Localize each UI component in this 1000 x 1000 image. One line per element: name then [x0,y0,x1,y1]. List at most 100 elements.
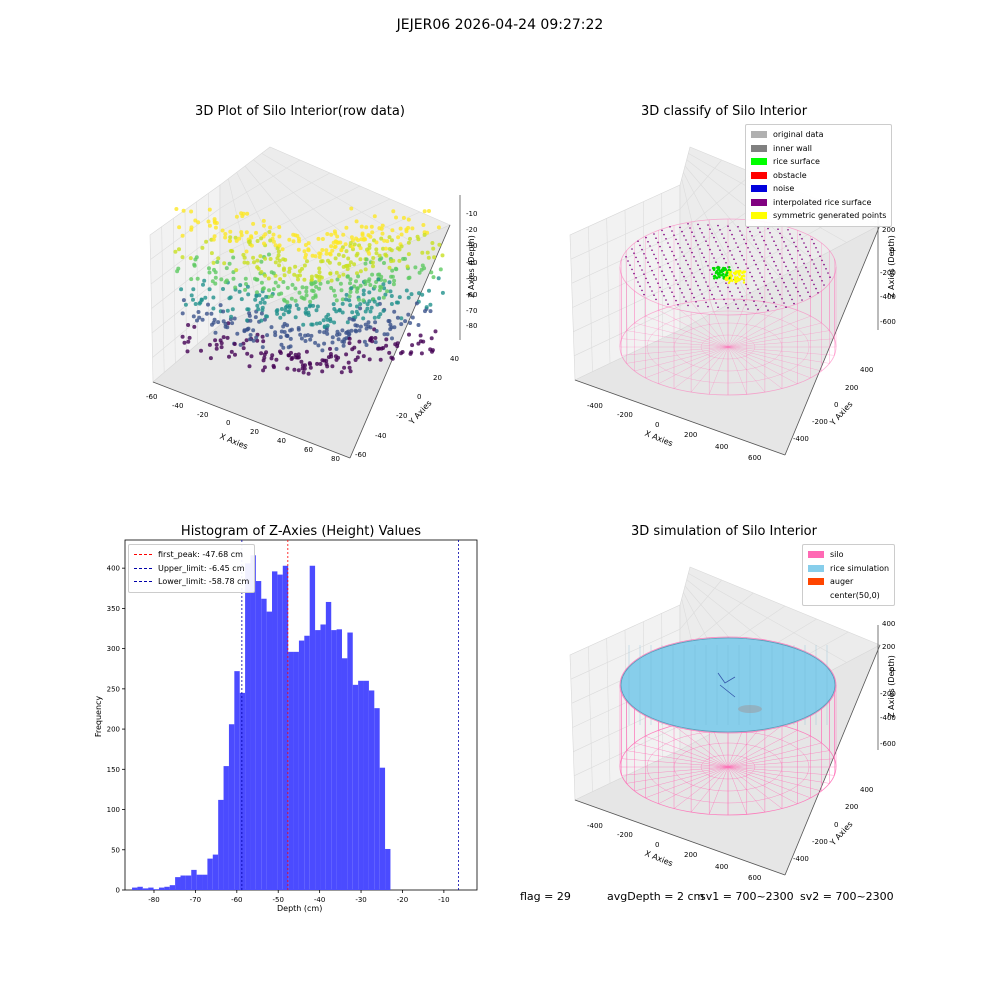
histogram-bar [218,799,224,890]
scatter-point [371,264,375,269]
scatter-point [262,300,267,305]
scatter-point [340,339,345,344]
scatter-point [385,239,390,244]
histogram-bar [277,574,283,890]
panel4-x-tick: 0 [655,841,660,849]
symmetric-point [729,273,732,277]
interpolated-point [661,250,663,252]
legend-line [134,581,152,583]
interpolated-point [707,285,709,287]
interpolated-point [653,274,655,276]
interpolated-point [829,276,831,278]
status-flag: flag = 29 [520,890,571,903]
scatter-point [259,270,264,274]
scatter-point [209,311,214,316]
histogram-bar [245,563,251,890]
interpolated-point [801,238,803,240]
scatter-point [416,323,421,327]
interpolated-point [811,259,813,261]
interpolated-point [791,237,793,239]
interpolated-point [687,304,689,307]
interpolated-point [699,227,701,230]
interpolated-point [635,256,637,259]
scatter-point [225,335,230,340]
scatter-point [390,274,395,279]
legend-swatch [808,578,824,586]
scatter-point [271,239,276,244]
interpolated-point [791,278,793,280]
panel3-title: Histogram of Z-Axies (Height) Values [180,524,422,539]
scatter-point [228,235,233,240]
scatter-point [344,297,349,302]
interpolated-point [747,308,749,310]
scatter-point [320,348,325,353]
interpolated-point [675,238,677,241]
interpolated-point [821,280,823,282]
x-axis-line [152,381,351,459]
symmetric-point [738,278,741,281]
interpolated-point [707,224,709,226]
histogram-bar [132,887,138,890]
scatter-point [359,224,364,229]
y-axis-line [349,224,451,459]
interpolated-point [789,274,791,276]
interpolated-point [657,282,659,284]
panel1-x-tick: 0 [226,419,231,427]
scatter-point [390,336,394,341]
interpolated-point [781,298,783,300]
scatter-point [352,345,357,350]
scatter-point [213,281,218,286]
interpolated-point [711,293,713,296]
scatter-point [383,292,388,297]
panel1-z-tick: -80 [466,322,478,330]
interpolated-point [665,238,667,240]
interpolated-point [731,254,733,256]
legend-item: Upper_limit: -6.45 cm [134,562,249,576]
interpolated-point [683,235,685,237]
scatter-point [306,371,311,376]
scatter-point [262,365,267,370]
panel1-z-tick: -50 [466,275,478,283]
scatter-point [368,234,373,239]
panel4-z-tick: 0 [890,666,895,674]
scatter-point [334,270,339,275]
scatter-point [410,343,415,348]
interpolated-point [715,241,717,243]
scatter-point [278,335,283,340]
legend-label: noise [773,184,795,194]
scatter-point [245,307,250,312]
interpolated-point [685,300,687,302]
histogram-bar [223,766,229,890]
interpolated-point [705,260,707,263]
scatter-point [410,226,415,231]
scatter-point [256,307,261,312]
panel4-y-tick: -400 [793,855,809,863]
scatter-point [269,270,274,275]
legend-swatch [751,198,767,206]
legend-label: inner wall [773,143,813,153]
interpolated-point [773,301,775,304]
interpolated-point [631,248,633,250]
scatter-point [406,312,411,317]
scatter-point [244,249,249,254]
interpolated-point [761,256,763,258]
scatter-point [206,302,210,307]
scatter-point [228,229,233,234]
scatter-point [193,302,198,306]
scatter-point [374,240,379,245]
interpolated-point [725,241,727,244]
scatter-point [365,306,370,311]
interpolated-point [625,256,627,258]
scatter-point [297,239,302,244]
rice-surface-point [713,268,716,271]
scatter-point [328,317,333,321]
interpolated-point [675,259,677,261]
scatter-point [230,307,235,312]
scatter-point [342,365,347,370]
rice-surface-point [721,274,724,277]
interpolated-point [755,263,757,266]
scatter-point [334,357,339,362]
interpolated-point [749,251,751,253]
scatter-point [338,240,343,245]
interpolated-point [785,286,787,288]
